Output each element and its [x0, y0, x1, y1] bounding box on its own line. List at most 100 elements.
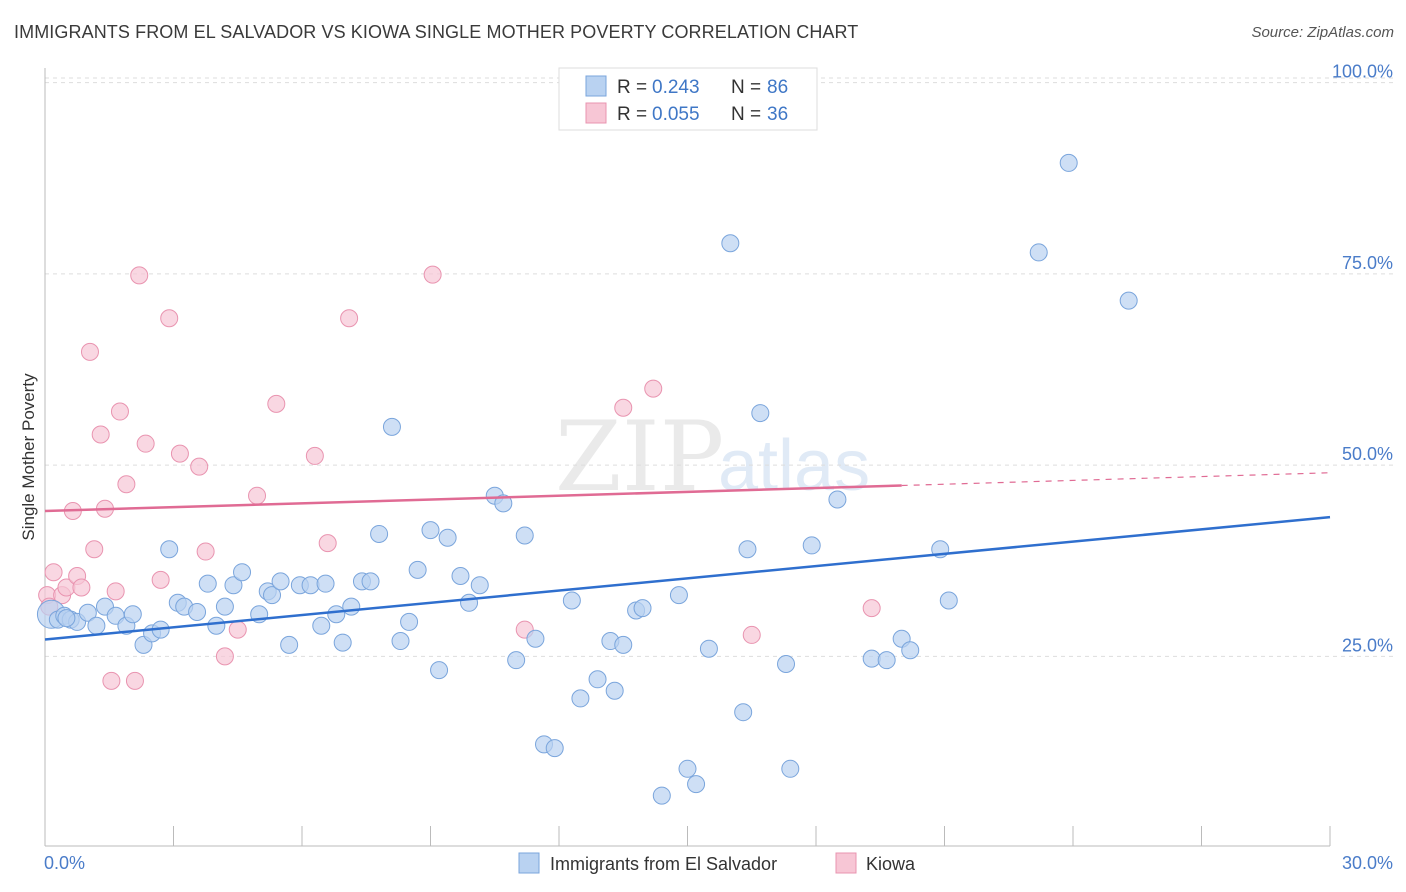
el-salvador-point	[271, 572, 290, 591]
series-legend-label-blue: Immigrants from El Salvador	[550, 854, 777, 874]
el-salvador-point	[699, 639, 718, 658]
kiowa-point	[248, 486, 267, 505]
kiowa-point	[151, 570, 170, 589]
legend-swatch-pink	[585, 102, 607, 124]
legend-r-value-blue: 0.243	[652, 77, 700, 98]
el-salvador-point	[571, 689, 590, 708]
kiowa-point	[85, 540, 104, 559]
kiowa-point	[44, 563, 63, 582]
el-salvador-point	[342, 597, 361, 616]
el-salvador-point	[721, 234, 740, 253]
el-salvador-point	[460, 593, 479, 612]
x-tick-label-max: 30.0%	[1342, 853, 1393, 873]
el-salvador-point	[123, 605, 142, 624]
kiowa-point	[91, 425, 110, 444]
el-salvador-point	[400, 612, 419, 631]
el-salvador-point	[160, 540, 179, 559]
el-salvador-point	[614, 635, 633, 654]
kiowa-point	[160, 309, 179, 328]
el-salvador-point	[57, 609, 76, 628]
el-salvador-point	[687, 775, 706, 794]
legend-n-label-blue: N =	[731, 77, 761, 98]
legend-r-value-pink: 0.055	[652, 104, 700, 125]
chart-title: IMMIGRANTS FROM EL SALVADOR VS KIOWA SIN…	[14, 22, 859, 42]
el-salvador-point	[470, 576, 489, 595]
kiowa-point	[125, 671, 144, 690]
y-tick-label: 50.0%	[1342, 444, 1393, 464]
el-salvador-point	[877, 651, 896, 670]
el-salvador-point	[333, 633, 352, 652]
el-salvador-point	[633, 599, 652, 618]
el-salvador-point	[451, 567, 470, 586]
series-legend-label-pink: Kiowa	[866, 854, 916, 874]
el-salvador-point	[280, 635, 299, 654]
kiowa-point	[190, 457, 209, 476]
trend-lines	[44, 472, 1331, 641]
el-salvador-point	[494, 494, 513, 513]
y-tick-label: 75.0%	[1342, 253, 1393, 273]
el-salvador-point	[652, 786, 671, 805]
kiowa-point	[106, 582, 125, 601]
el-salvador-point	[233, 563, 252, 582]
kiowa-points	[38, 265, 881, 690]
kiowa-point	[170, 444, 189, 463]
kiowa-point	[305, 446, 324, 465]
kiowa-point	[102, 671, 121, 690]
el-salvador-point	[438, 528, 457, 547]
kiowa-point	[196, 542, 215, 561]
el-salvador-point	[777, 655, 796, 673]
kiowa-trend-extension	[901, 472, 1331, 487]
kiowa-trend-line	[44, 484, 902, 513]
el-salvador-point	[87, 616, 106, 635]
kiowa-point	[110, 402, 129, 421]
series-legend-swatch-blue	[518, 852, 540, 874]
x-ticks	[44, 826, 1331, 846]
source-label: Source: ZipAtlas.com	[1251, 24, 1394, 41]
el-salvador-point	[1119, 291, 1138, 310]
el-salvador-point	[370, 524, 389, 543]
el-salvador-point	[78, 603, 97, 622]
legend-r-label-blue: R =	[617, 77, 647, 98]
el-salvador-point	[316, 574, 335, 593]
el-salvador-trend-line	[44, 515, 1331, 641]
el-salvador-point	[421, 521, 440, 540]
el-salvador-point	[207, 616, 226, 635]
el-salvador-point	[515, 526, 534, 545]
kiowa-point	[215, 647, 234, 666]
el-salvador-point	[391, 632, 410, 651]
el-salvador-point	[734, 703, 753, 722]
el-salvador-point	[507, 651, 526, 670]
kiowa-point	[72, 578, 91, 597]
el-salvador-point	[562, 591, 581, 610]
el-salvador-point	[751, 404, 770, 423]
el-salvador-point	[301, 576, 320, 595]
kiowa-point	[423, 265, 442, 284]
el-salvador-point	[327, 605, 346, 624]
y-tick-labels: 25.0% 50.0% 75.0% 100.0%	[1332, 62, 1393, 656]
el-salvador-point	[526, 629, 545, 648]
el-salvador-point	[738, 540, 757, 559]
el-salvador-point	[408, 560, 427, 579]
el-salvador-point	[901, 641, 920, 660]
kiowa-point	[80, 342, 99, 361]
kiowa-point	[267, 394, 286, 413]
el-salvador-point	[198, 574, 217, 593]
y-axis-title: Single Mother Poverty	[19, 373, 38, 541]
correlation-legend: R = 0.243 N = 86 R = 0.055 N = 36	[558, 67, 818, 131]
el-salvador-point	[802, 536, 821, 555]
el-salvador-point	[224, 576, 243, 595]
kiowa-point	[130, 266, 149, 285]
kiowa-point	[117, 475, 136, 494]
el-salvador-point	[678, 759, 697, 778]
el-salvador-point	[263, 586, 282, 605]
el-salvador-point	[312, 616, 331, 635]
series-legend-swatch-pink	[835, 852, 857, 874]
legend-r-label-pink: R =	[617, 104, 647, 125]
legend-n-label-pink: N =	[731, 104, 761, 125]
el-salvador-point	[361, 572, 380, 591]
y-tick-label: 100.0%	[1332, 62, 1393, 82]
legend-n-value-blue: 86	[767, 77, 788, 98]
el-salvador-point	[939, 591, 958, 610]
kiowa-point	[614, 398, 633, 417]
kiowa-point	[136, 434, 155, 453]
